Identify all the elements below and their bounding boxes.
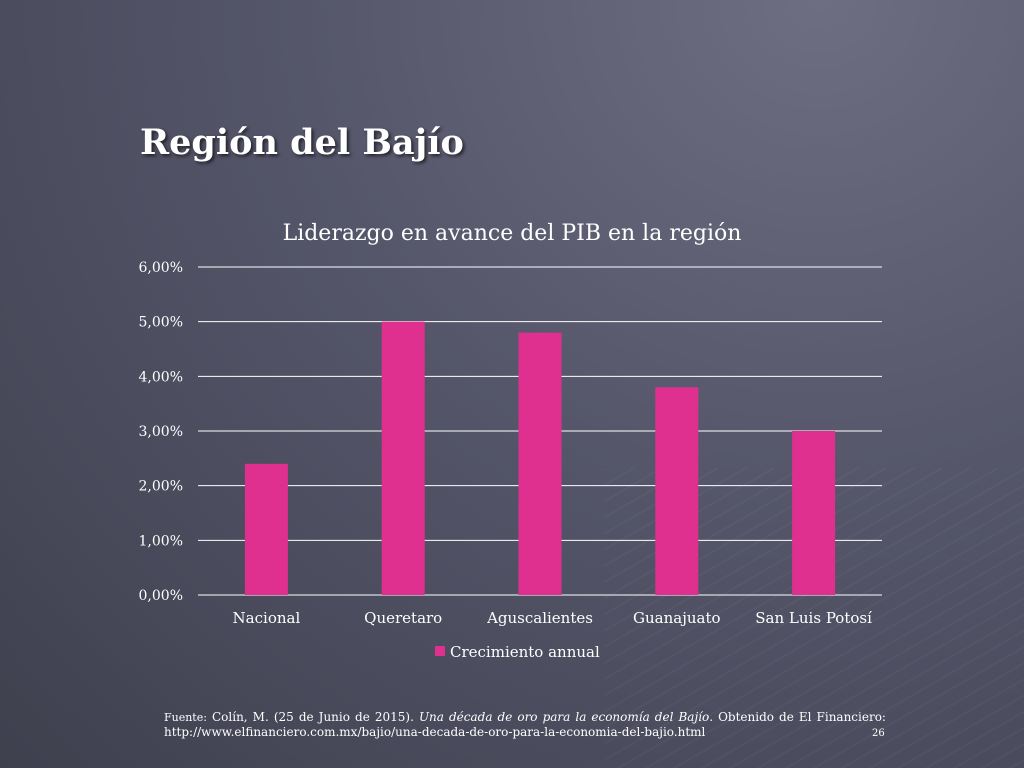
- source-citation: Fuente: Colín, M. (25 de Junio de 2015).…: [164, 710, 886, 740]
- legend: Crecimiento annual: [435, 643, 600, 661]
- bar: [381, 321, 425, 595]
- y-tick-label: 3,00%: [139, 424, 183, 440]
- bar: [655, 387, 699, 595]
- category-label: San Luis Potosí: [755, 609, 872, 627]
- bar: [518, 332, 562, 595]
- page-number: 26: [872, 728, 885, 739]
- source-label: Fuente:: [164, 711, 207, 724]
- category-label: Nacional: [233, 609, 301, 627]
- legend-swatch: [435, 646, 445, 656]
- y-tick-label: 4,00%: [139, 369, 183, 385]
- chart-title: Liderazgo en avance del PIB en la región: [283, 221, 742, 246]
- y-tick-label: 1,00%: [139, 533, 183, 549]
- source-citation-start: Colín, M. (25 de Junio de 2015).: [212, 710, 414, 724]
- y-tick-label: 2,00%: [139, 479, 183, 495]
- y-tick-label: 5,00%: [139, 315, 183, 331]
- x-axis-labels: Nacional Queretaro Aguscalientes Guanajuato…: [233, 609, 873, 627]
- slide-title: Región del Bajío: [140, 122, 464, 163]
- y-tick-label: 0,00%: [139, 588, 183, 604]
- category-label: Aguscalientes: [486, 609, 593, 627]
- bar: [244, 463, 288, 595]
- category-label: Guanajuato: [633, 609, 721, 627]
- source-citation-end: . Obtenido de El Financiero: http://www.…: [164, 710, 886, 739]
- legend-label: Crecimiento annual: [450, 643, 600, 661]
- category-label: Queretaro: [364, 609, 442, 627]
- y-axis-ticks: 0,00% 1,00% 2,00% 3,00% 4,00% 5,00% 6,00%: [139, 260, 183, 604]
- source-book-title: Una década de oro para la economía del B…: [418, 710, 710, 724]
- bar-chart: Liderazgo en avance del PIB en la región…: [139, 221, 873, 661]
- bars: [244, 321, 836, 595]
- bar: [792, 431, 836, 595]
- y-tick-label: 6,00%: [139, 260, 183, 276]
